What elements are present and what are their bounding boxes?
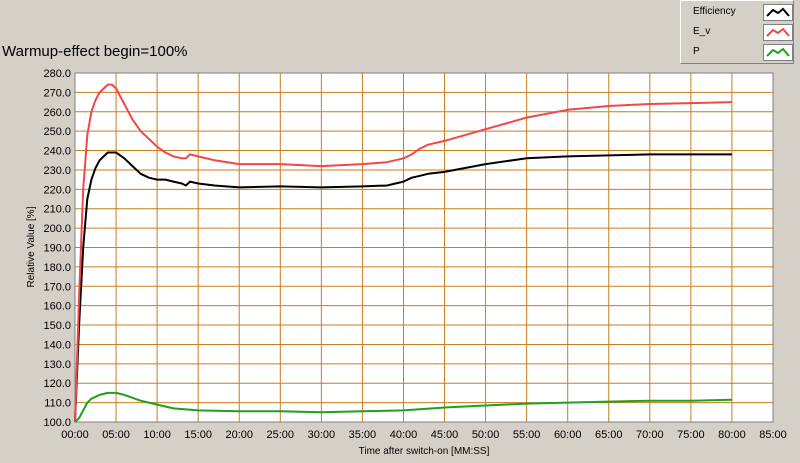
x-axis-label: Time after switch-on [MM:SS]: [359, 446, 490, 457]
x-tick-label: 50:00: [472, 429, 500, 441]
x-tick-label: 00:00: [61, 429, 89, 441]
x-tick-label: 15:00: [184, 429, 212, 441]
series-layer: [74, 83, 732, 423]
y-tick-label: 230.0: [43, 165, 71, 177]
x-tick-label: 30:00: [308, 429, 336, 441]
y-tick-label: 250.0: [43, 126, 71, 138]
chart-title: Warmup-effect begin=100%: [2, 43, 188, 60]
x-tick-label: 55:00: [513, 429, 541, 441]
y-tick-label: 150.0: [43, 320, 71, 332]
y-tick-label: 200.0: [43, 223, 71, 235]
legend-swatch-p: [763, 44, 793, 61]
y-tick-label: 220.0: [43, 184, 71, 196]
y-tick-label: 110.0: [44, 398, 71, 410]
x-tick-label: 40:00: [390, 429, 418, 441]
y-tick-label: 120.0: [43, 378, 71, 390]
x-tick-label: 60:00: [554, 429, 582, 441]
legend-swatch-ev: [763, 24, 793, 41]
y-tick-label: 210.0: [43, 204, 71, 216]
x-tick-label: 45:00: [431, 429, 459, 441]
y-axis-label: Relative Value [%]: [26, 206, 37, 287]
y-tick-label: 270.0: [43, 87, 71, 99]
y-tick-label: 130.0: [43, 359, 71, 371]
y-tick-label: 260.0: [43, 107, 71, 119]
y-tick-label: 180.0: [43, 262, 71, 274]
x-tick-label: 80:00: [718, 429, 746, 441]
x-tick-label: 20:00: [225, 429, 253, 441]
series-line-e-v: [74, 83, 732, 423]
y-tick-label: 280.0: [43, 68, 71, 80]
x-tick-label: 70:00: [636, 429, 664, 441]
x-tick-label: 10:00: [143, 429, 171, 441]
y-tick-label: 190.0: [43, 243, 71, 255]
y-tick-label: 100.0: [43, 417, 71, 429]
legend-label: E_v: [693, 26, 711, 37]
legend-label: Efficiency: [693, 6, 736, 17]
y-tick-label: 160.0: [43, 301, 71, 313]
x-tick-label: 35:00: [349, 429, 377, 441]
x-tick-label: 75:00: [677, 429, 705, 441]
series-line-efficiency: [74, 151, 732, 423]
x-tick-label: 85:00: [759, 429, 787, 441]
series-line-p: [74, 391, 732, 423]
tick-labels: 00:00 05:00 10:00 15:00 20:00 25:00 30:00 35:00…: [43, 68, 786, 441]
legend-label: P: [693, 46, 700, 57]
grid: [75, 73, 773, 422]
x-tick-label: 65:00: [595, 429, 623, 441]
y-tick-label: 170.0: [43, 281, 71, 293]
y-tick-label: 140.0: [43, 339, 71, 351]
x-tick-label: 25:00: [267, 429, 295, 441]
y-tick-label: 240.0: [43, 146, 71, 158]
legend: Efficiency E_v P: [680, 0, 794, 64]
legend-swatch-efficiency: [763, 4, 793, 21]
x-tick-label: 05:00: [102, 429, 130, 441]
